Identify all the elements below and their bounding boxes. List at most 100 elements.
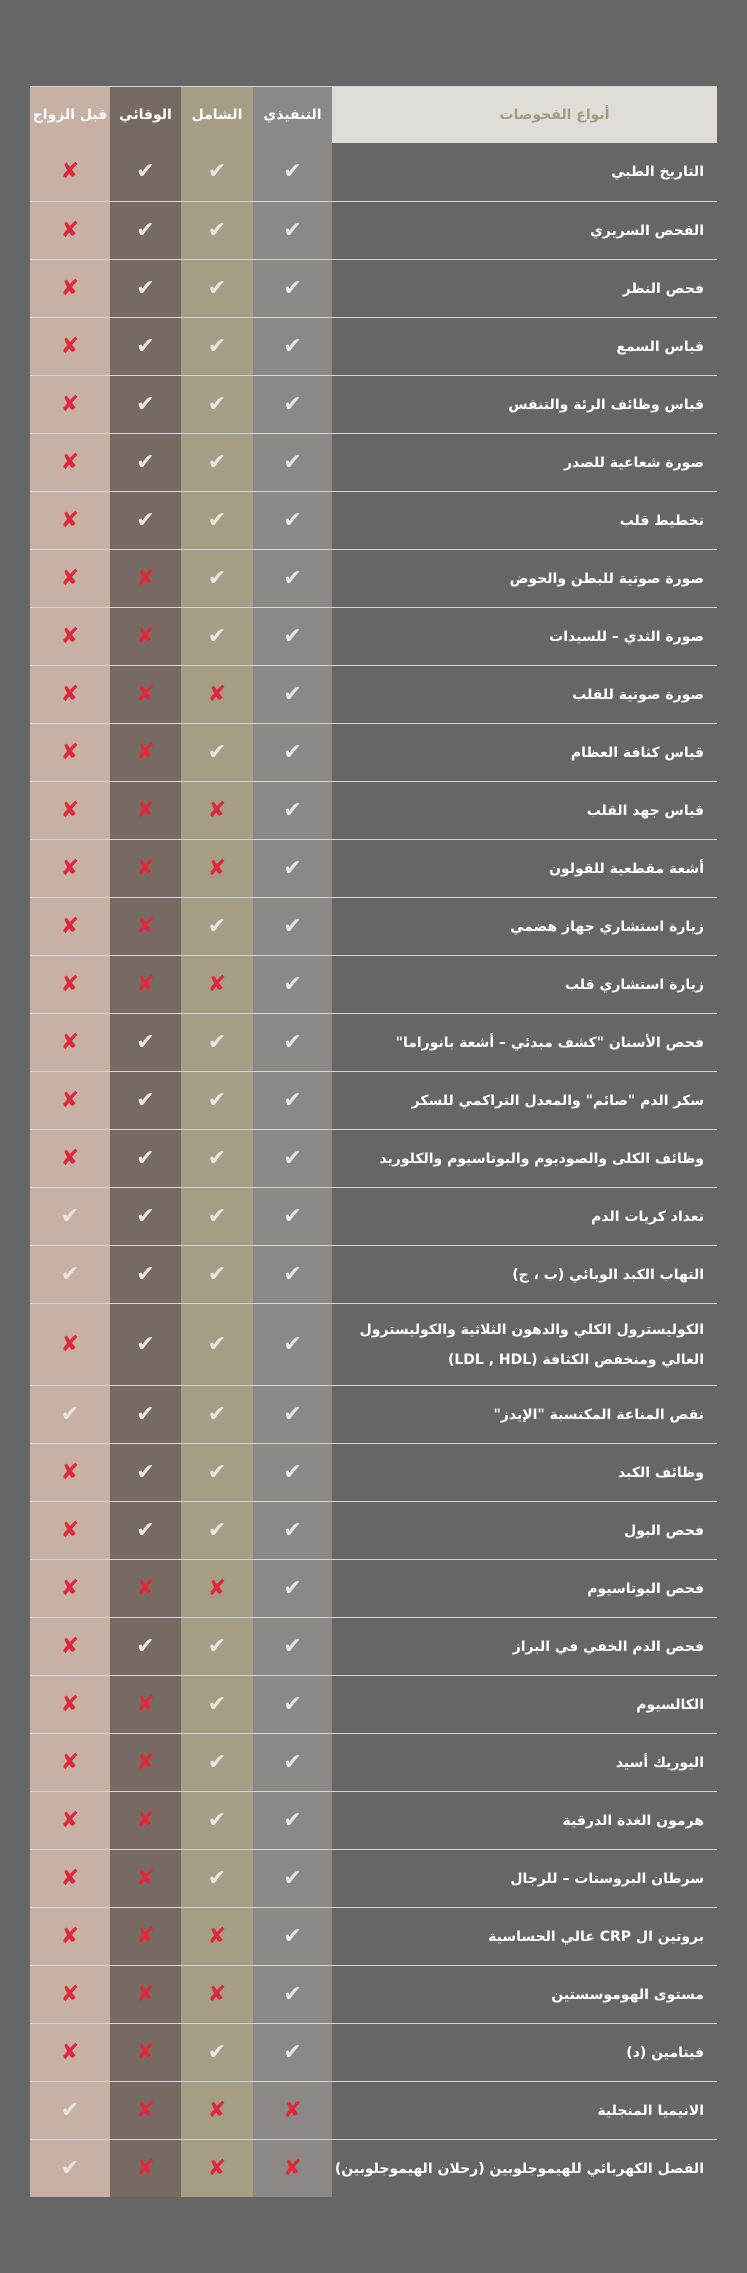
cell-comprehensive: ✘ xyxy=(181,1966,253,2023)
cell-comprehensive: ✔ xyxy=(181,550,253,607)
table-row: ✘ ✘ ✔ ✔ هرمون الغدة الدرقية xyxy=(30,1791,717,1849)
cell-executive: ✔ xyxy=(253,1304,332,1385)
table-row: ✘ ✔ ✔ ✔ الكوليسترول الكلي والدهون الثلاثية و… xyxy=(30,1303,717,1385)
cell-comprehensive: ✔ xyxy=(181,2024,253,2081)
table-row: ✘ ✘ ✘ ✔ أشعة مقطعية للقولون xyxy=(30,839,717,897)
cell-comprehensive: ✘ xyxy=(181,666,253,723)
check-icon: ✔ xyxy=(207,1807,227,1833)
check-icon: ✔ xyxy=(136,507,155,533)
cross-icon: ✘ xyxy=(60,1087,80,1113)
cell-comprehensive: ✔ xyxy=(181,1444,253,1501)
cross-icon: ✘ xyxy=(207,2155,227,2181)
cross-icon: ✘ xyxy=(60,739,80,765)
table-row: ✘ ✘ ✔ ✔ زيارة استشاري جهاز هضمي xyxy=(30,897,717,955)
cell-premarital: ✘ xyxy=(30,782,110,839)
cross-icon: ✘ xyxy=(136,855,155,881)
cell-executive: ✔ xyxy=(253,1908,332,1965)
cross-icon: ✘ xyxy=(60,855,80,881)
check-icon: ✔ xyxy=(283,913,302,939)
cell-preventive: ✔ xyxy=(110,1130,181,1187)
check-icon: ✔ xyxy=(60,2097,80,2123)
cell-premarital: ✔ xyxy=(30,2082,110,2139)
table-row: ✔ ✔ ✔ ✔ تعداد كريات الدم xyxy=(30,1187,717,1245)
cell-preventive: ✔ xyxy=(110,492,181,549)
cell-preventive: ✘ xyxy=(110,1792,181,1849)
check-icon: ✔ xyxy=(136,449,155,475)
check-icon: ✔ xyxy=(283,275,302,301)
check-icon: ✔ xyxy=(283,623,302,649)
header-premarital: قبل الزواج xyxy=(30,87,110,143)
cross-icon: ✘ xyxy=(60,565,80,591)
test-name: قياس وظائف الرئة والتنفس xyxy=(332,376,717,433)
cross-icon: ✘ xyxy=(136,2039,155,2065)
test-name: سكر الدم "صائم" والمعدل التراكمي للسكر xyxy=(332,1072,717,1129)
table-row: ✔ ✔ ✔ ✔ نقص المناعة المكتسبة "الإيدز" xyxy=(30,1385,717,1443)
cell-comprehensive: ✔ xyxy=(181,1734,253,1791)
test-name: قياس السمع xyxy=(332,318,717,375)
cell-premarital: ✘ xyxy=(30,1966,110,2023)
cell-comprehensive: ✔ xyxy=(181,1014,253,1071)
cross-icon: ✘ xyxy=(207,1575,227,1601)
cell-preventive: ✔ xyxy=(110,143,181,201)
cell-comprehensive: ✔ xyxy=(181,1246,253,1303)
cell-premarital: ✘ xyxy=(30,956,110,1013)
check-icon: ✔ xyxy=(283,507,302,533)
check-icon: ✔ xyxy=(283,1029,302,1055)
table-row: ✔ ✔ ✔ ✔ التهاب الكبد الوبائي (ب ، ج) xyxy=(30,1245,717,1303)
cross-icon: ✘ xyxy=(136,623,155,649)
check-icon: ✔ xyxy=(207,507,227,533)
cross-icon: ✘ xyxy=(60,217,80,243)
cell-preventive: ✔ xyxy=(110,376,181,433)
test-name: قياس كثافة العظام xyxy=(332,724,717,781)
cell-preventive: ✔ xyxy=(110,1014,181,1071)
cross-icon: ✘ xyxy=(60,275,80,301)
table-header: قبل الزواج الوقائي الشامل التنفيذي أنواع… xyxy=(30,86,717,143)
cell-executive: ✔ xyxy=(253,1676,332,1733)
cell-comprehensive: ✔ xyxy=(181,202,253,259)
cell-comprehensive: ✘ xyxy=(181,782,253,839)
cell-premarital: ✘ xyxy=(30,318,110,375)
cell-comprehensive: ✘ xyxy=(181,840,253,897)
table-row: ✘ ✔ ✔ ✔ صورة شعاعية للصدر xyxy=(30,433,717,491)
check-icon: ✔ xyxy=(136,1087,155,1113)
check-icon: ✔ xyxy=(207,217,227,243)
table-row: ✘ ✔ ✔ ✔ تخطيط قلب xyxy=(30,491,717,549)
cell-premarital: ✘ xyxy=(30,1908,110,1965)
cell-premarital: ✘ xyxy=(30,898,110,955)
cell-premarital: ✘ xyxy=(30,260,110,317)
cell-premarital: ✘ xyxy=(30,1130,110,1187)
table-row: ✘ ✘ ✘ ✔ فحص البوتاسيوم xyxy=(30,1559,717,1617)
check-icon: ✔ xyxy=(207,159,227,184)
cell-executive: ✔ xyxy=(253,724,332,781)
test-name: نقص المناعة المكتسبة "الإيدز" xyxy=(332,1386,717,1443)
cell-executive: ✘ xyxy=(253,2082,332,2139)
table-row: ✘ ✘ ✔ ✔ صورة الثدي – للسيدات xyxy=(30,607,717,665)
cross-icon: ✘ xyxy=(60,2039,80,2065)
cross-icon: ✘ xyxy=(60,449,80,475)
check-icon: ✔ xyxy=(60,1401,80,1427)
cell-comprehensive: ✔ xyxy=(181,1304,253,1385)
cell-preventive: ✔ xyxy=(110,1188,181,1245)
cell-executive: ✔ xyxy=(253,666,332,723)
cell-executive: ✔ xyxy=(253,1560,332,1617)
cell-preventive: ✘ xyxy=(110,898,181,955)
check-icon: ✔ xyxy=(283,449,302,475)
cell-executive: ✔ xyxy=(253,898,332,955)
check-icon: ✔ xyxy=(207,1865,227,1891)
cell-premarital: ✘ xyxy=(30,1734,110,1791)
table-row: ✘ ✔ ✔ ✔ فحص النظر xyxy=(30,259,717,317)
header-executive: التنفيذي xyxy=(253,87,332,143)
check-icon: ✔ xyxy=(207,1459,227,1485)
cross-icon: ✘ xyxy=(136,2155,155,2181)
check-icon: ✔ xyxy=(283,1261,302,1287)
cross-icon: ✘ xyxy=(60,681,80,707)
test-name: اليوريك أسيد xyxy=(332,1734,717,1791)
cell-preventive: ✔ xyxy=(110,1304,181,1385)
table-row: ✔ ✘ ✘ ✘ الفصل الكهربائي للهيموجلوبين (رحلان … xyxy=(30,2139,717,2197)
test-name: الكالسيوم xyxy=(332,1676,717,1733)
cross-icon: ✘ xyxy=(136,681,155,707)
check-icon: ✔ xyxy=(136,1145,155,1171)
cell-preventive: ✔ xyxy=(110,202,181,259)
table-row: ✘ ✔ ✔ ✔ وظائف الكلى والصوديوم والبوتاسيوم وا… xyxy=(30,1129,717,1187)
cell-preventive: ✘ xyxy=(110,550,181,607)
